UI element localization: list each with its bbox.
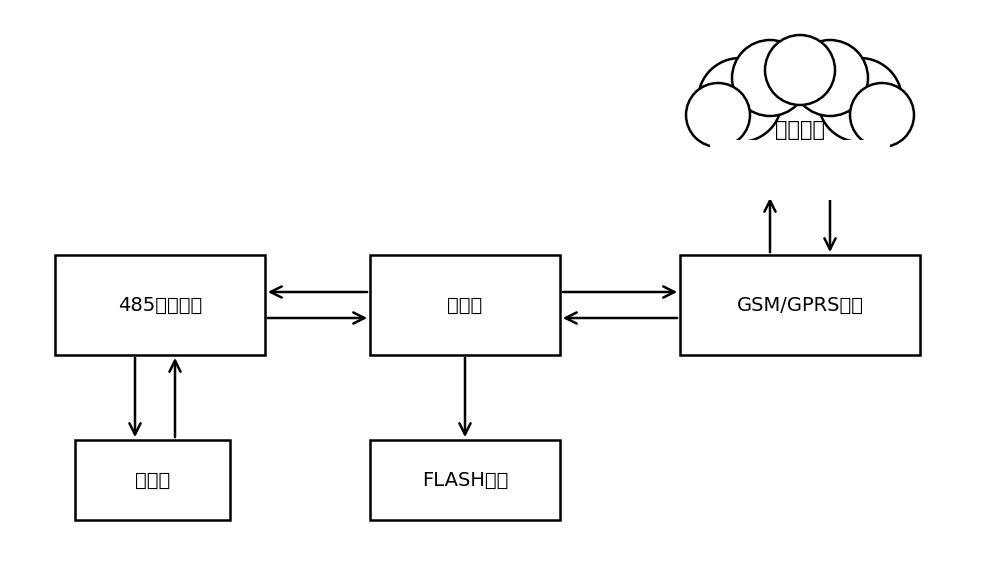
Bar <box>370 440 560 520</box>
Circle shape <box>765 35 835 105</box>
Text: 国网平台: 国网平台 <box>775 120 825 140</box>
Circle shape <box>818 58 902 142</box>
Text: FLASH芯片: FLASH芯片 <box>422 471 508 490</box>
Text: 485通信芯片: 485通信芯片 <box>118 296 202 314</box>
Bar <box>370 255 560 355</box>
Bar <box>55 255 265 355</box>
Bar <box>75 440 230 520</box>
Text: 单片机: 单片机 <box>447 296 483 314</box>
Circle shape <box>745 65 855 175</box>
Circle shape <box>792 40 868 116</box>
Circle shape <box>686 83 750 147</box>
Bar <box>680 255 920 355</box>
Circle shape <box>698 58 782 142</box>
Text: GSM/GPRS模块: GSM/GPRS模块 <box>736 296 864 314</box>
Bar <box>710 140 890 200</box>
Text: 逆变器: 逆变器 <box>135 471 170 490</box>
Circle shape <box>850 83 914 147</box>
Circle shape <box>732 40 808 116</box>
